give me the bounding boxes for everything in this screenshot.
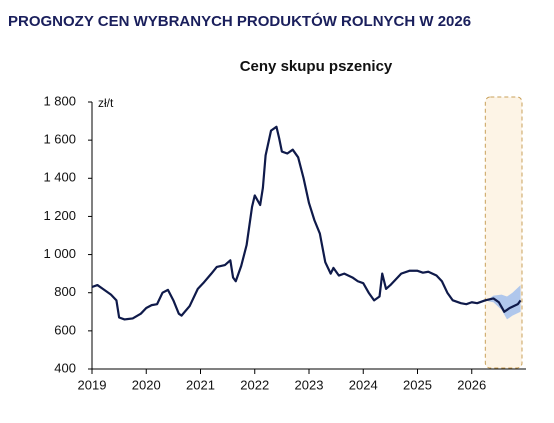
x-tick-label: 2023 xyxy=(295,377,324,392)
y-tick-label: 1 000 xyxy=(43,246,76,261)
unit-label: zł/t xyxy=(98,96,114,110)
chart-title: PROGNOZY CEN WYBRANYCH PRODUKTÓW ROLNYCH… xyxy=(8,12,471,30)
x-tick-label: 2019 xyxy=(78,377,107,392)
x-tick-label: 2022 xyxy=(240,377,269,392)
y-tick-label: 400 xyxy=(54,360,76,375)
y-tick-label: 800 xyxy=(54,284,76,299)
x-tick-label: 2020 xyxy=(132,377,161,392)
x-tick-label: 2021 xyxy=(186,377,215,392)
y-tick-label: 1 400 xyxy=(43,170,76,185)
x-tick-label: 2025 xyxy=(403,377,432,392)
forecast-box xyxy=(484,96,523,369)
y-tick-label: 600 xyxy=(54,322,76,337)
y-tick-label: 1 800 xyxy=(43,93,76,108)
y-tick-label: 1 600 xyxy=(43,132,76,147)
forecast-band xyxy=(488,285,521,320)
x-tick-label: 2024 xyxy=(349,377,378,392)
y-tick-label: 1 200 xyxy=(43,208,76,223)
chart-subtitle: Ceny skupu pszenicy xyxy=(240,58,393,75)
price-line xyxy=(91,125,522,321)
x-tick-label: 2026 xyxy=(457,377,486,392)
